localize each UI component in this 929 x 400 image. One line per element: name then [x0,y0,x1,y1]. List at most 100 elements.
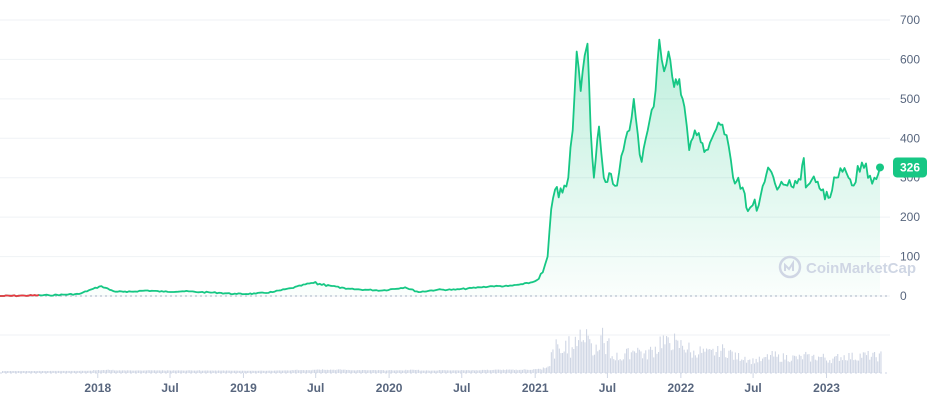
volume-bar [256,370,258,373]
volume-bar [755,358,757,373]
volume-bar [376,370,378,373]
volume-bar [435,370,437,373]
volume-bar [426,370,428,373]
volume-bar [534,369,536,373]
volume-bar [822,353,824,373]
volume-bar [61,370,63,373]
volume-bar [69,370,71,373]
volume-bar [66,370,68,373]
volume-bar [229,370,231,373]
volume-bar [478,370,480,373]
volume-bar [160,370,162,373]
x-tick-label: 2022 [668,381,695,395]
volume-bar [373,370,375,373]
volume-bar [138,370,140,373]
volume-bar [384,370,386,373]
volume-bar [547,366,549,373]
volume-bar [664,344,666,373]
volume-bar [363,370,365,373]
volume-bar [291,370,293,373]
volume-bar [422,370,424,373]
volume-bar [802,359,804,373]
y-tick-label: 0 [900,289,907,303]
volume-bar [280,370,282,373]
volume-bar [526,369,528,373]
volume-bar [272,370,274,373]
volume-bar [424,370,426,373]
volume-bar [808,354,810,373]
volume-bar [139,370,141,373]
volume-bar [352,370,354,373]
volume-bar [50,370,52,373]
volume-bar [853,360,855,373]
volume-bar [142,370,144,373]
volume-bar [358,370,360,373]
volume-bar [608,338,610,373]
volume-bar [43,371,45,373]
volume-bar [357,370,359,373]
volume-bar [192,370,194,373]
volume-bar [338,369,340,373]
volume-bar [834,356,836,373]
volume-bar [680,340,682,373]
volume-bar [232,370,234,373]
volume-bar [712,348,714,373]
volume-bar [227,370,229,373]
volume-bar [754,363,756,373]
volume-bar [667,337,669,373]
volume-bar [533,369,535,373]
volume-bar [768,359,770,373]
x-tick-label: Jul [744,381,761,395]
volume-bar [510,369,512,373]
volume-bar [456,370,458,373]
volume-bar [106,369,108,373]
volume-bar [837,354,839,373]
volume-bar [726,358,728,373]
volume-bar [238,370,240,373]
volume-bar [627,348,629,373]
volume-bar [381,370,383,373]
volume-bar [269,370,271,373]
volume-bar [589,339,591,373]
volume-bar [382,370,384,373]
volume-bar [70,370,72,373]
watermark-text: CoinMarketCap [806,260,916,277]
volume-bar [189,370,191,373]
volume-bar [85,370,87,373]
volume-bar [733,359,735,373]
volume-bar [234,370,236,373]
volume-bar [150,370,152,373]
volume-bar [590,343,592,373]
volume-bar [314,369,316,373]
volume-bar [843,355,845,373]
volume-bar [114,370,116,373]
volume-bar [842,360,844,373]
volume-bar [670,350,672,373]
volume-bar [259,370,261,373]
volume-bar [867,351,869,373]
volume-bar [242,370,244,373]
volume-bar [197,370,199,373]
volume-bar [854,359,856,373]
volume-bar [646,359,648,373]
volume-bar [446,370,448,373]
volume-bar [128,370,130,373]
volume-bar [54,370,56,373]
volume-bar [797,359,799,373]
volume-bar [723,348,725,373]
volume-bar [309,370,311,373]
volume-bar [504,370,506,373]
y-tick-label: 500 [900,92,920,106]
volume-bar [416,369,418,373]
volume-bar [67,370,69,373]
volume-bar [296,369,298,373]
volume-bar [650,346,652,373]
x-tick-label: 2020 [376,381,403,395]
volume-bar [94,370,96,373]
volume-bar [107,369,109,373]
volume-bar [874,352,876,373]
volume-bar [397,370,399,373]
volume-bar [235,370,237,373]
